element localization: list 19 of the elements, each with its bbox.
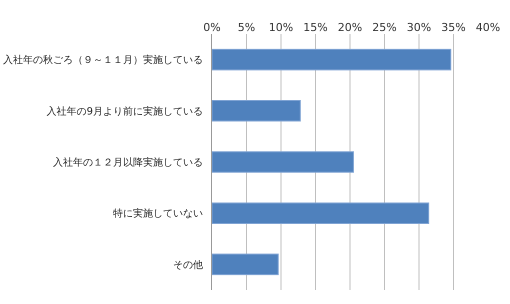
- x-tick-label: 10%: [268, 20, 294, 34]
- x-tick-label: 35%: [441, 20, 466, 34]
- x-tick-label: 30%: [406, 20, 432, 34]
- bar: [212, 48, 452, 70]
- y-tick-label: 入社年の１２月以降実施している: [53, 156, 203, 168]
- bar: [212, 254, 279, 276]
- x-tick-label: 40%: [476, 20, 500, 34]
- x-tick-label: 25%: [372, 20, 397, 34]
- bar: [212, 100, 301, 122]
- x-tick-label: 5%: [238, 20, 256, 34]
- bar: [212, 151, 354, 173]
- x-tick-label: 15%: [303, 20, 328, 34]
- y-tick-label: 入社年の9月より前に実施している: [46, 105, 203, 118]
- y-tick-label: その他: [173, 258, 203, 271]
- y-tick-label: 入社年の秋ごろ（９～１１月）実施している: [3, 54, 203, 66]
- bar: [212, 202, 430, 224]
- x-tick-label: 0%: [203, 20, 221, 34]
- y-tick-label: 特に実施していない: [113, 208, 203, 220]
- x-tick-label: 20%: [338, 20, 362, 34]
